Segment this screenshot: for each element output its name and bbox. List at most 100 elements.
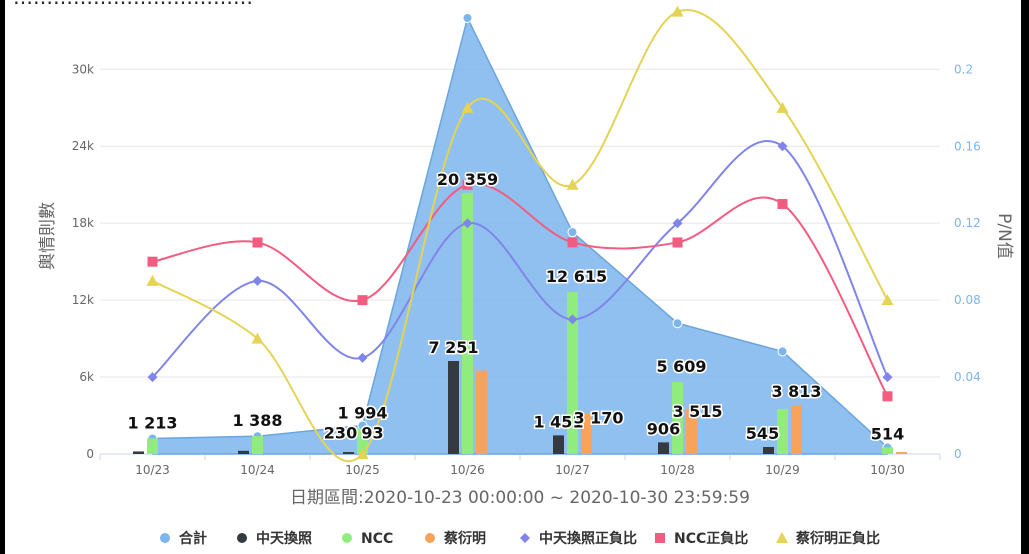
- y-right-tick-label: 0: [954, 447, 962, 461]
- data-label: 3 515: [672, 402, 722, 421]
- line-point-0: [882, 372, 893, 383]
- line-point-0: [777, 141, 788, 152]
- combo-chart: 0 6k 12k 18k 24k 30k 0 0.04 0.08 0.12 0.16 0.2 10/23…: [38, 5, 1014, 547]
- data-label: 3 813: [771, 382, 821, 401]
- area-point-total: [777, 346, 788, 357]
- x-tick-label: 10/25: [345, 463, 380, 477]
- line-point-1: [252, 237, 263, 248]
- legend-item: 合計: [179, 530, 207, 547]
- x-tick-label: 10/30: [870, 463, 905, 477]
- bar-2: [476, 370, 487, 454]
- line-point-2: [776, 101, 789, 113]
- line-point-1: [882, 391, 893, 402]
- bar-2: [791, 405, 802, 454]
- bar-1: [357, 428, 368, 454]
- y-right-tick-label: 0.2: [954, 62, 973, 76]
- bar-1: [252, 436, 263, 454]
- data-label: 20 359: [437, 170, 498, 189]
- data-label: 230: [324, 423, 357, 442]
- line-point-0: [567, 314, 578, 325]
- x-tick-label: 10/24: [240, 463, 275, 477]
- line-series-2: [152, 8, 889, 463]
- line-point-1: [147, 256, 158, 267]
- legend-marker: [237, 533, 247, 543]
- line-point-2: [146, 274, 159, 286]
- bar-2: [581, 413, 592, 454]
- data-label: 1 388: [232, 411, 282, 430]
- area-point-total: [462, 13, 473, 23]
- line-point-1: [567, 237, 578, 248]
- data-label: 906: [647, 419, 680, 438]
- data-label: 3 170: [573, 408, 623, 427]
- legend-item: 蔡衍明正負比: [795, 530, 880, 547]
- bar-0: [553, 435, 564, 454]
- data-label: 545: [746, 424, 779, 443]
- line-point-2: [356, 448, 369, 459]
- data-label: 7 251: [428, 338, 478, 357]
- y-left-axis-title: 輿情則數: [38, 202, 58, 270]
- y-right-axis-title: P/N值: [994, 213, 1014, 259]
- legend-marker: [776, 532, 788, 543]
- y-left-tick-label: 12k: [72, 293, 94, 307]
- data-label: 1 451: [533, 412, 583, 431]
- bar-0: [658, 442, 669, 454]
- bar-2: [686, 408, 697, 454]
- bar-2: [896, 452, 907, 454]
- data-label: 12 615: [546, 267, 607, 286]
- line-point-1: [462, 179, 473, 190]
- y-left-tick-label: 18k: [72, 216, 94, 230]
- x-tick-label: 10/27: [555, 463, 590, 477]
- data-label: 1 213: [127, 413, 177, 432]
- bar-0: [763, 447, 774, 454]
- line-point-0: [672, 218, 683, 229]
- legend-item: NCC正負比: [674, 530, 748, 547]
- data-label: 93: [361, 423, 383, 442]
- chart-caption: ………………………………: [13, 0, 253, 9]
- line-point-2: [671, 5, 684, 17]
- legend-marker: [425, 533, 435, 543]
- data-label: 514: [871, 424, 904, 443]
- line-point-2: [881, 294, 894, 306]
- bar-1: [882, 447, 893, 454]
- y-left-tick-label: 6k: [79, 370, 94, 384]
- bar-1: [672, 382, 683, 454]
- y-right-tick-label: 0.04: [954, 370, 981, 384]
- line-point-2: [461, 101, 474, 113]
- x-tick-label: 10/29: [765, 463, 800, 477]
- y-right-tick-label: 0.08: [954, 293, 981, 307]
- chart-panel: ……………………………… 0 6k 12k 18k 24k 30k 0 0.04 0.08 0.1…: [5, 0, 1021, 554]
- x-tick-label: 10/26: [450, 463, 485, 477]
- legend-item: 中天換照正負比: [539, 530, 637, 547]
- line-point-1: [357, 295, 368, 306]
- y-left-tick-label: 0: [86, 447, 94, 461]
- legend-item: 蔡衍明: [443, 530, 486, 547]
- line-point-0: [357, 352, 368, 363]
- bar-1: [147, 438, 158, 454]
- bar-1: [777, 408, 788, 454]
- y-left-tick-label: 24k: [72, 139, 94, 153]
- area-point-total: [672, 318, 683, 329]
- bar-0: [448, 361, 459, 454]
- bar-0: [343, 452, 354, 454]
- legend-marker: [655, 533, 665, 543]
- x-tick-label: 10/28: [660, 463, 695, 477]
- legend-item: 中天換照: [256, 530, 312, 547]
- data-label: 1 994: [337, 403, 387, 422]
- line-point-0: [252, 275, 263, 286]
- legend-marker: [342, 533, 352, 543]
- x-tick-label: 10/23: [135, 463, 170, 477]
- line-point-1: [672, 237, 683, 248]
- y-left-tick-label: 30k: [72, 62, 94, 76]
- data-label: 5 609: [656, 357, 706, 376]
- line-point-1: [777, 198, 788, 209]
- line-point-2: [251, 332, 264, 344]
- x-axis-title: 日期區間:2020-10-23 00:00:00 ~ 2020-10-30 23…: [290, 488, 750, 508]
- bar-0: [238, 450, 249, 454]
- bar-1: [567, 292, 578, 454]
- y-right-tick-label: 0.16: [954, 139, 981, 153]
- bar-0: [133, 451, 144, 454]
- bar-1: [462, 192, 473, 454]
- y-right-tick-label: 0.12: [954, 216, 981, 230]
- line-point-0: [147, 372, 158, 383]
